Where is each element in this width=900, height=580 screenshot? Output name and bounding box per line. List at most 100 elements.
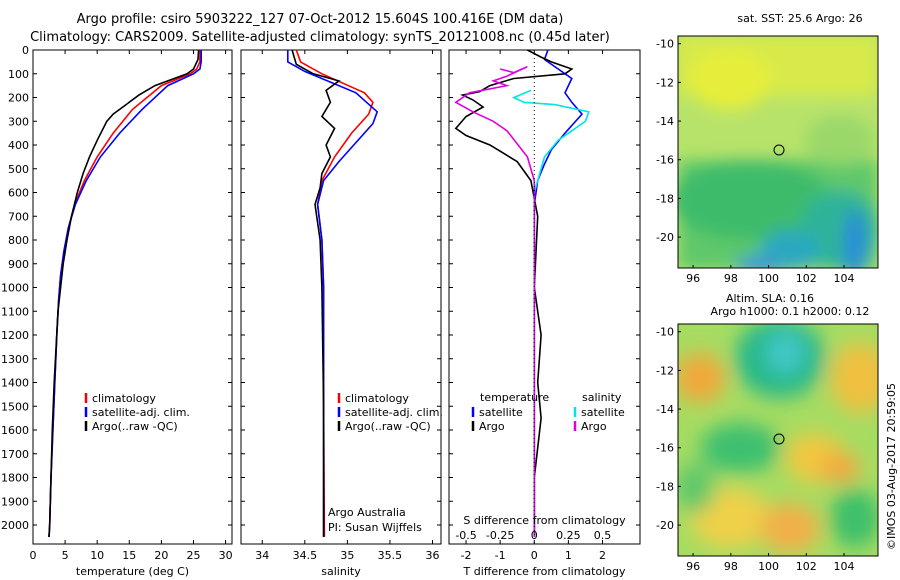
map-y-tick-label: -16 <box>656 442 674 455</box>
profile-charts: 0100200300400500600700800900100011001200… <box>1 44 641 578</box>
map-x-tick-label: 100 <box>758 560 779 573</box>
legend-label: climatology <box>345 392 409 405</box>
sla-map-title2: Argo h1000: 0.1 h2000: 0.12 <box>710 305 870 318</box>
x-tick-label: 25 <box>186 549 200 562</box>
y-tick-label: 500 <box>8 163 29 176</box>
top-tick-label: -0.5 <box>455 529 476 542</box>
y-tick-label: 2000 <box>1 519 29 532</box>
y-tick-label: 300 <box>8 115 29 128</box>
salinity-panel: 34 34.5 35 35.5 36 salinity climatologysatelli… <box>240 49 443 578</box>
map-y-tick-label: -16 <box>656 154 674 167</box>
chart-title-line1: Argo profile: csiro 5903222_127 07-Oct-2… <box>76 12 564 27</box>
top-tick-label: 0.5 <box>594 529 612 542</box>
series-line <box>291 49 341 537</box>
temperature-panel: 0100200300400500600700800900100011001200… <box>1 44 233 578</box>
map-x-tick-label: 104 <box>834 272 855 285</box>
series-line <box>48 49 200 537</box>
legend-title: temperature <box>480 391 549 404</box>
x-tick-label: 30 <box>219 549 233 562</box>
x-tick-label: -2 <box>461 549 472 562</box>
credit-line1: Argo Australia <box>328 506 406 519</box>
x-tick-label: 5 <box>62 549 69 562</box>
y-tick-label: 400 <box>8 139 29 152</box>
map-x-tick-label: 104 <box>834 560 855 573</box>
legend-label: satellite-adj. clim. <box>92 406 190 419</box>
map-y-tick-label: -12 <box>656 364 674 377</box>
sst-argo-marker <box>773 144 785 156</box>
x-tick-label: 1 <box>565 549 572 562</box>
plot-frame <box>32 49 233 545</box>
map-x-tick-label: 96 <box>686 560 700 573</box>
map-y-tick-label: -18 <box>656 192 674 205</box>
x-tick-label: 0 <box>531 549 538 562</box>
x-tick-label: 10 <box>90 549 104 562</box>
x-axis-label: salinity <box>321 565 361 578</box>
map-y-tick-label: -20 <box>656 231 674 244</box>
map-y-tick-label: -18 <box>656 480 674 493</box>
credit-line2: PI: Susan Wijffels <box>328 521 422 534</box>
y-tick-label: 1300 <box>1 353 29 366</box>
legend-label: Argo <box>479 420 505 433</box>
y-tick-label: 1400 <box>1 377 29 390</box>
y-tick-label: 100 <box>8 68 29 81</box>
x-axis-label: temperature (deg C) <box>76 565 189 578</box>
x-axis-label: T difference from climatology <box>463 565 626 578</box>
y-tick-label: 800 <box>8 234 29 247</box>
x-tick-label: 2 <box>599 549 606 562</box>
map-x-tick-label: 100 <box>758 272 779 285</box>
imos-stamp: ©IMOS 03-Aug-2017 20:59:05 <box>885 383 898 550</box>
x-tick-label: 20 <box>154 549 168 562</box>
top-tick-label: -0.25 <box>486 529 514 542</box>
legend-label: Argo <box>581 420 607 433</box>
x-tick-label: 15 <box>122 549 136 562</box>
x-tick-label: 34.5 <box>293 549 318 562</box>
y-tick-label: 1700 <box>1 448 29 461</box>
top-tick-label: 0.25 <box>556 529 581 542</box>
sla-map: 96 98 100 102 104 -10 -12 -14 -16 -18 -20 <box>656 323 879 573</box>
x-tick-label: 35.5 <box>378 549 403 562</box>
legend-label: climatology <box>92 392 156 405</box>
chart-title-line2: Climatology: CARS2009. Satellite-adjuste… <box>30 30 610 45</box>
y-tick-label: 600 <box>8 187 29 200</box>
plot-frame <box>448 49 641 545</box>
top-axis-label: S difference from climatology <box>463 514 626 527</box>
x-tick-label: -1 <box>495 549 506 562</box>
map-y-tick-label: -12 <box>656 76 674 89</box>
series-line <box>454 49 574 537</box>
map-x-tick-label: 96 <box>686 272 700 285</box>
top-tick-label: 0 <box>531 529 538 542</box>
x-tick-label: 0 <box>30 549 37 562</box>
y-tick-label: 1900 <box>1 495 29 508</box>
map-x-tick-label: 102 <box>796 272 817 285</box>
series-line <box>454 65 536 537</box>
y-tick-label: 0 <box>22 44 29 57</box>
legend-label: Argo(..raw -QC) <box>92 420 178 433</box>
y-tick-label: 1800 <box>1 472 29 485</box>
y-tick-label: 1200 <box>1 329 29 342</box>
map-y-tick-label: -20 <box>656 519 674 532</box>
legend-label: satellite-adj. clim. <box>345 406 443 419</box>
sla-argo-marker <box>773 433 785 445</box>
legend-label: satellite <box>479 406 523 419</box>
y-tick-label: 700 <box>8 210 29 223</box>
legend-label: satellite <box>581 406 625 419</box>
map-x-tick-label: 98 <box>724 272 738 285</box>
x-tick-label: 34 <box>255 549 269 562</box>
y-tick-label: 1600 <box>1 424 29 437</box>
y-tick-label: 200 <box>8 92 29 105</box>
sst-map-title: sat. SST: 25.6 Argo: 26 <box>737 12 863 25</box>
y-tick-label: 1000 <box>1 282 29 295</box>
series-line <box>286 50 379 537</box>
y-tick-label: 1500 <box>1 400 29 413</box>
map-x-tick-label: 102 <box>796 560 817 573</box>
map-x-tick-label: 98 <box>724 560 738 573</box>
sla-map-title1: Altim. SLA: 0.16 <box>725 292 815 305</box>
series-line <box>511 89 590 537</box>
x-tick-label: 35 <box>340 549 354 562</box>
difference-panel: -2 -1 0 1 2 T difference from climatology S di… <box>448 49 641 578</box>
x-tick-label: 36 <box>425 549 439 562</box>
map-y-tick-label: -10 <box>656 326 674 339</box>
plot-frame <box>240 49 442 545</box>
y-tick-label: 1100 <box>1 305 29 318</box>
map-y-tick-label: -14 <box>656 403 674 416</box>
